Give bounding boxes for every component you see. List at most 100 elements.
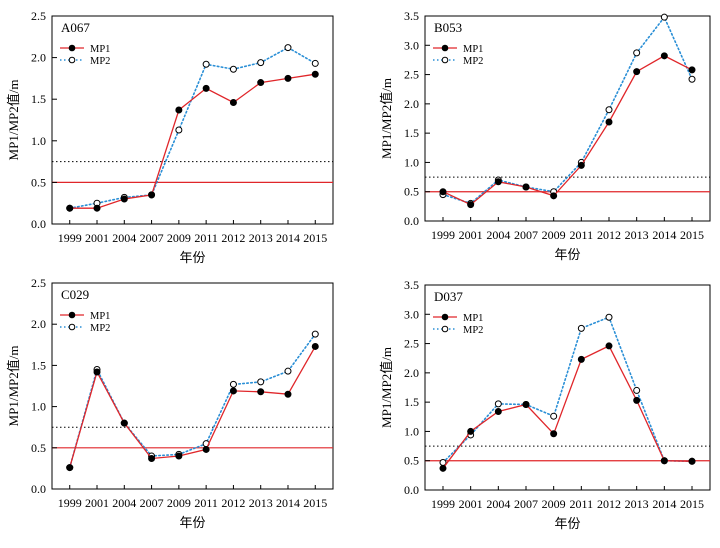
y-tick-label: 0.0 — [404, 483, 419, 497]
data-point-mp1 — [605, 342, 613, 350]
legend-label-mp2: MP2 — [463, 325, 483, 336]
data-point-mp1 — [284, 390, 292, 398]
y-axis-title: MP1/MP2值/m — [379, 347, 394, 428]
data-point-mp2 — [688, 75, 696, 83]
data-point-mp1 — [66, 204, 74, 212]
x-tick-label: 2004 — [486, 228, 510, 242]
legend-marker-mp2 — [441, 56, 449, 64]
x-tick-label: 2007 — [514, 228, 538, 242]
legend-marker-mp1 — [68, 44, 76, 52]
data-point-mp1 — [494, 178, 502, 186]
data-point-mp2 — [494, 400, 502, 408]
x-axis-title: 年份 — [179, 515, 205, 530]
data-point-mp1 — [66, 464, 74, 472]
y-tick-label: 1.0 — [31, 400, 46, 414]
data-point-mp1 — [120, 419, 128, 427]
plot-frame — [424, 284, 711, 491]
series-line-mp1 — [69, 345, 316, 469]
data-point-mp1 — [202, 445, 210, 453]
data-point-mp1 — [688, 66, 696, 74]
x-tick-label: 2007 — [514, 497, 538, 511]
data-point-mp2 — [550, 412, 558, 420]
data-point-mp2 — [257, 378, 265, 386]
data-point-mp1 — [577, 355, 585, 363]
x-tick-label: 2001 — [459, 497, 483, 511]
series-line-mp2 — [442, 15, 693, 205]
x-tick-label: 2012 — [221, 496, 245, 510]
data-point-mp2 — [633, 49, 641, 57]
series-line-mp1 — [442, 345, 693, 469]
data-point-mp1 — [257, 388, 265, 396]
data-point-mp1 — [148, 455, 156, 463]
y-tick-label: 0.5 — [31, 441, 46, 455]
data-point-mp2 — [229, 380, 237, 388]
data-point-mp1 — [660, 52, 668, 60]
data-point-mp1 — [605, 118, 613, 126]
x-tick-label: 2009 — [167, 496, 191, 510]
y-axis-title: MP1/MP2值/m — [6, 80, 21, 161]
legend-marker-mp1 — [68, 311, 76, 319]
data-point-mp1 — [633, 396, 641, 404]
x-tick-label: 2013 — [625, 228, 649, 242]
data-point-mp1 — [229, 99, 237, 107]
x-tick-label: 2013 — [625, 497, 649, 511]
x-tick-label: 1999 — [431, 228, 455, 242]
legend-label-mp1: MP1 — [463, 313, 483, 324]
data-point-mp1 — [467, 201, 475, 209]
x-tick-label: 2001 — [85, 496, 109, 510]
x-tick-label: 2004 — [112, 231, 136, 245]
legend-marker-mp1 — [441, 313, 449, 321]
y-tick-label: 0.5 — [31, 175, 46, 189]
x-tick-label: 2009 — [542, 228, 566, 242]
x-tick-label: 2014 — [276, 496, 300, 510]
y-tick-label: 0.0 — [404, 214, 419, 228]
x-tick-label: 2015 — [680, 228, 704, 242]
y-tick-label: 1.0 — [31, 134, 46, 148]
x-tick-label: 2012 — [221, 231, 245, 245]
x-tick-label: 1999 — [58, 231, 82, 245]
data-point-mp2 — [660, 13, 668, 21]
x-axis-title: 年份 — [179, 250, 205, 265]
data-point-mp1 — [633, 68, 641, 76]
x-tick-label: 2011 — [570, 497, 594, 511]
x-tick-label: 2004 — [112, 496, 136, 510]
x-tick-label: 2007 — [140, 496, 164, 510]
x-tick-label: 2013 — [249, 496, 273, 510]
x-tick-label: 2001 — [85, 231, 109, 245]
data-point-mp1 — [202, 84, 210, 92]
x-axis-title: 年份 — [554, 516, 580, 531]
y-tick-label: 2.0 — [404, 97, 419, 111]
data-point-mp1 — [257, 79, 265, 87]
y-tick-label: 3.0 — [404, 307, 419, 321]
x-tick-label: 2015 — [303, 231, 327, 245]
data-point-mp1 — [550, 192, 558, 200]
x-tick-label: 2009 — [167, 231, 191, 245]
data-point-mp1 — [467, 427, 475, 435]
data-point-mp1 — [522, 183, 530, 191]
y-tick-label: 2.5 — [404, 68, 419, 82]
data-point-mp2 — [202, 60, 210, 68]
y-tick-label: 3.0 — [404, 38, 419, 52]
data-point-mp2 — [284, 367, 292, 375]
y-tick-label: 0.0 — [31, 482, 46, 496]
y-tick-label: 2.5 — [31, 276, 46, 290]
data-point-mp1 — [148, 191, 156, 199]
data-point-mp1 — [522, 400, 530, 408]
panel-label: A067 — [61, 20, 90, 35]
data-point-mp2 — [311, 59, 319, 67]
legend-label-mp2: MP2 — [90, 323, 110, 334]
data-point-mp1 — [311, 342, 319, 350]
x-tick-label: 2014 — [276, 231, 300, 245]
x-axis-title: 年份 — [554, 247, 580, 262]
y-tick-label: 1.0 — [404, 424, 419, 438]
data-point-mp1 — [175, 106, 183, 114]
y-tick-label: 2.0 — [31, 51, 46, 65]
x-tick-label: 2001 — [459, 228, 483, 242]
series-line-mp2 — [442, 316, 693, 464]
y-axis-title: MP1/MP2值/m — [6, 346, 21, 427]
plot-frame — [424, 15, 711, 222]
chart-panel-b053: 0.0 0.5 1.0 1.5 2.0 2.5 3.0 3.5 1999 2001 2004 2007… — [379, 9, 711, 262]
data-point-mp1 — [93, 368, 101, 376]
x-tick-label: 1999 — [431, 497, 455, 511]
